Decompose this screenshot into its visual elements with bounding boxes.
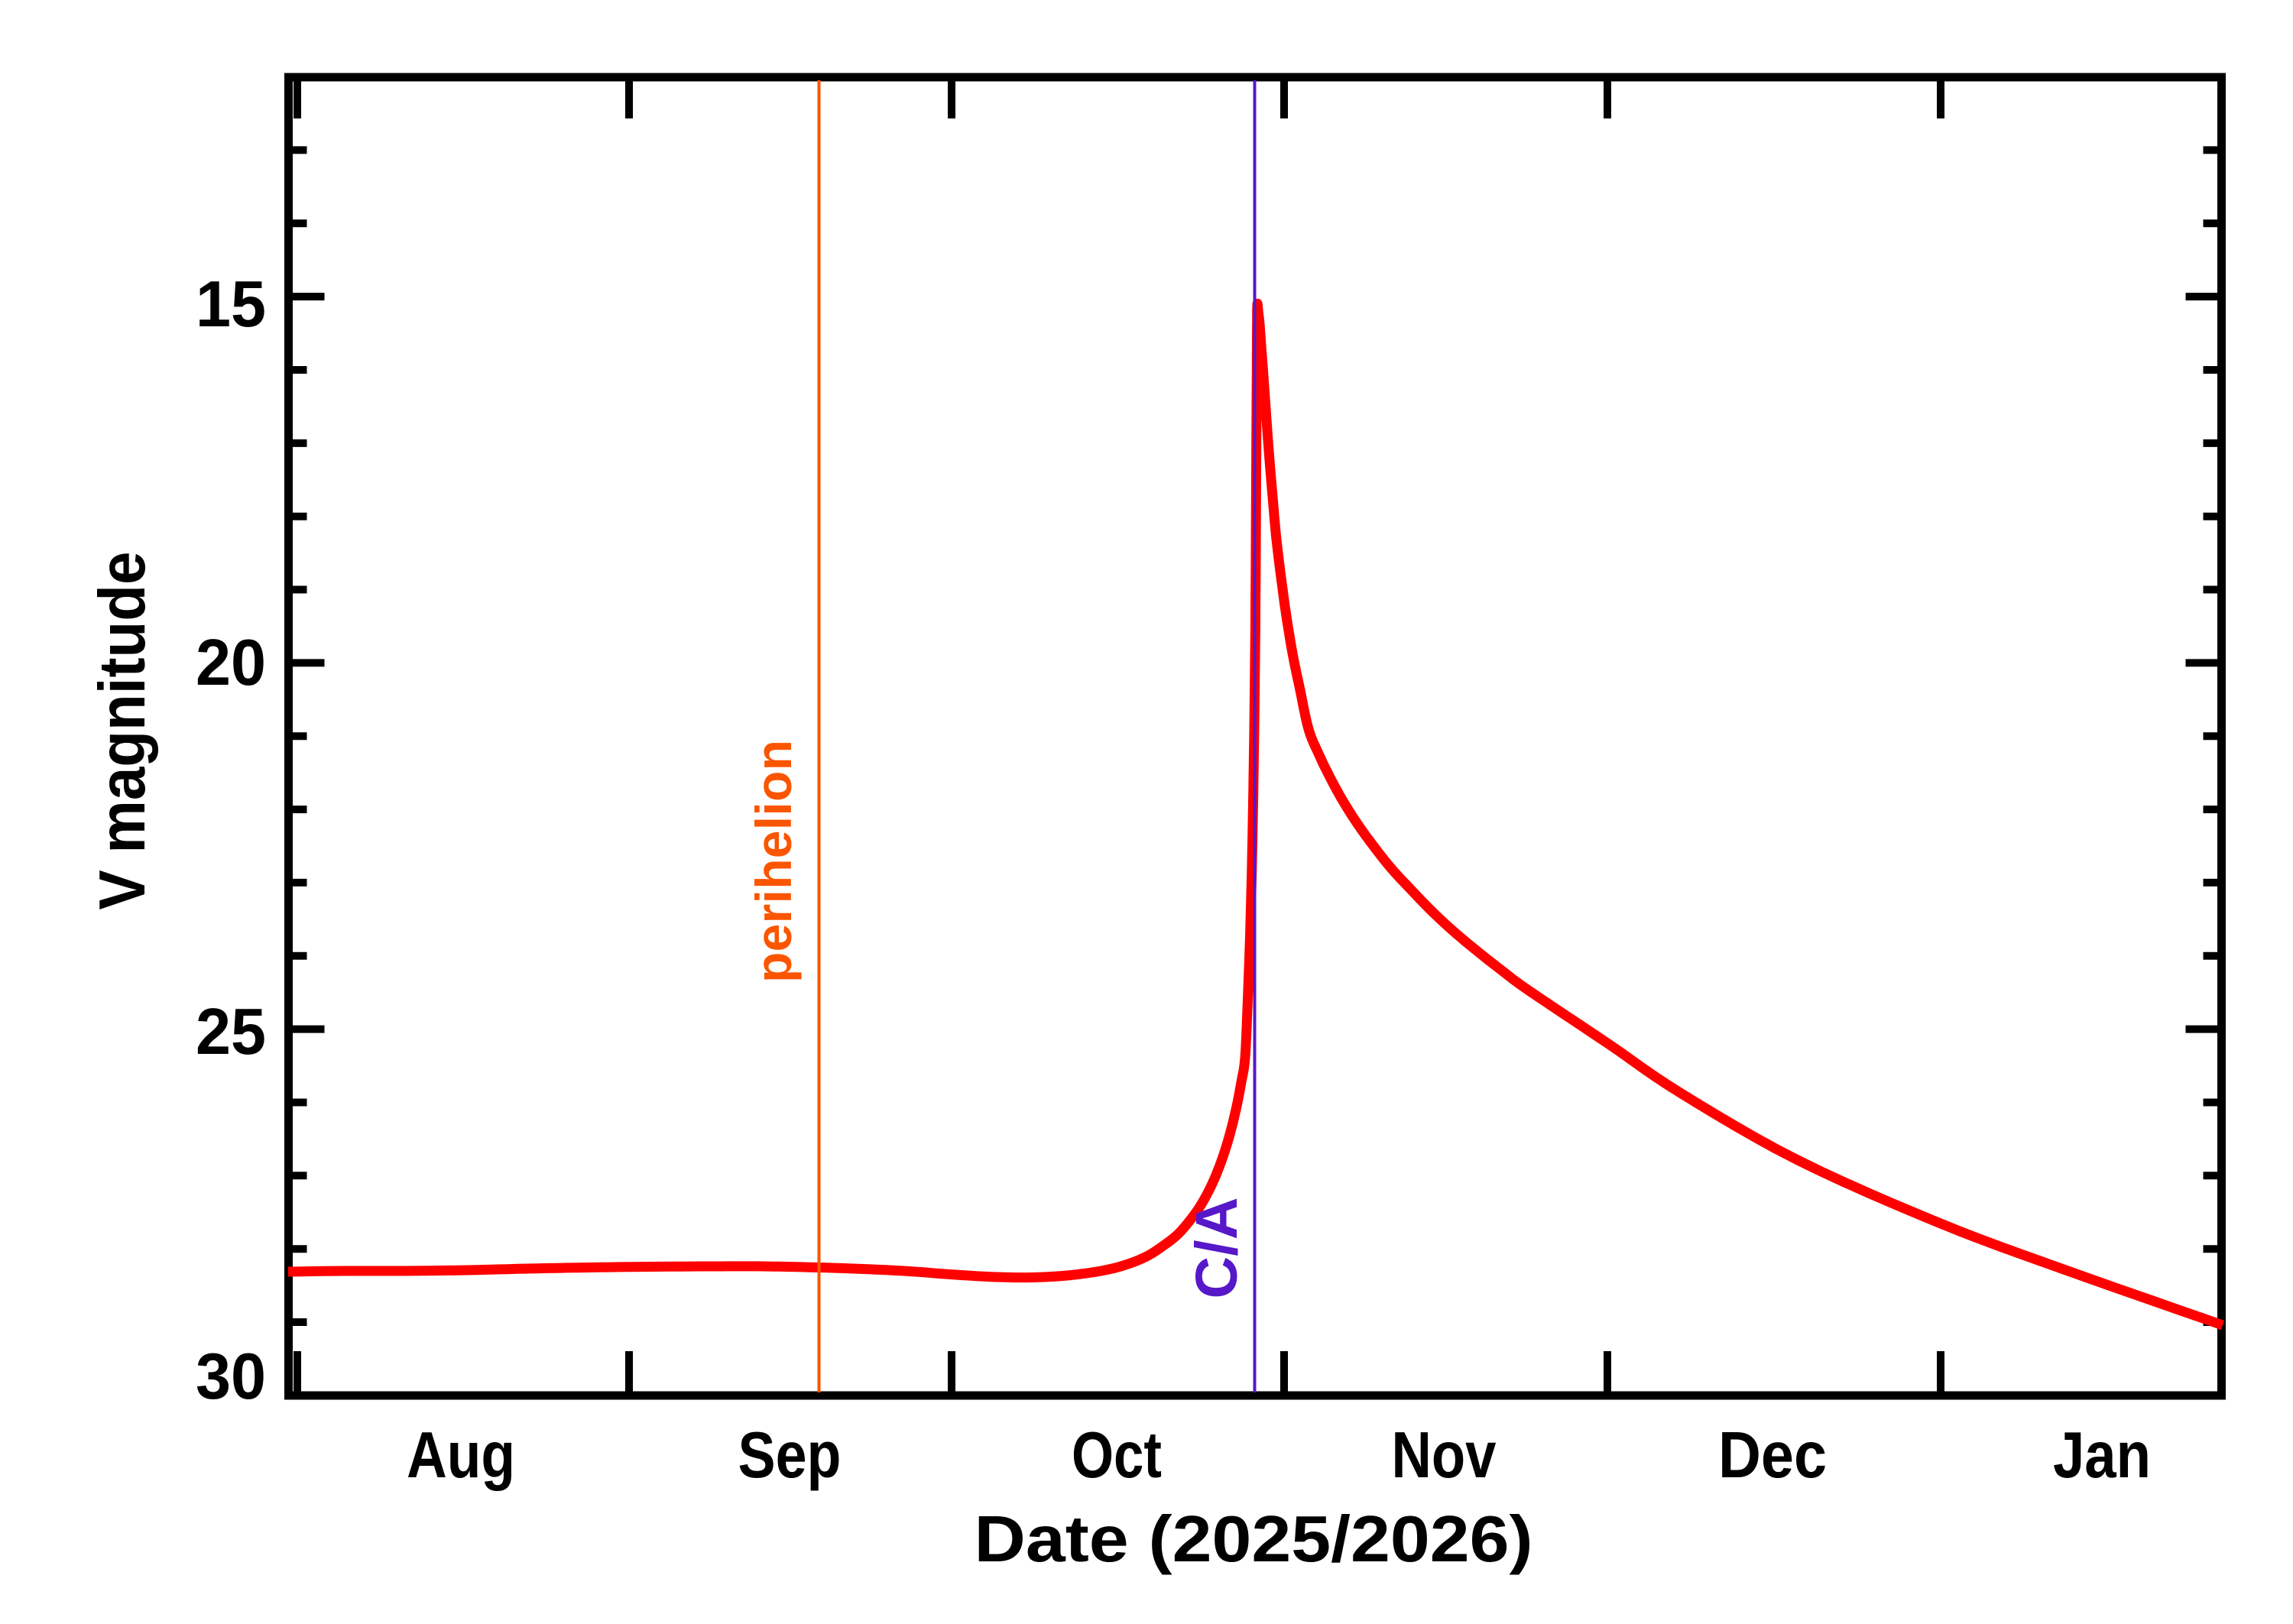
svg-text:Dec: Dec — [1718, 1419, 1827, 1492]
svg-text:perihelion: perihelion — [745, 740, 802, 983]
svg-text:Sep: Sep — [738, 1419, 842, 1492]
svg-text:15: 15 — [196, 268, 266, 341]
svg-text:25: 25 — [196, 996, 266, 1068]
svg-text:V magnitude: V magnitude — [86, 552, 159, 910]
svg-text:30: 30 — [196, 1340, 266, 1413]
svg-text:Nov: Nov — [1392, 1419, 1497, 1492]
svg-text:Oct: Oct — [1072, 1419, 1162, 1492]
svg-text:Aug: Aug — [407, 1419, 515, 1492]
svg-text:Date (2025/2026): Date (2025/2026) — [975, 1503, 1533, 1576]
svg-text:C/A: C/A — [1184, 1198, 1250, 1299]
svg-text:Jan: Jan — [2053, 1419, 2151, 1492]
svg-text:20: 20 — [196, 627, 266, 699]
